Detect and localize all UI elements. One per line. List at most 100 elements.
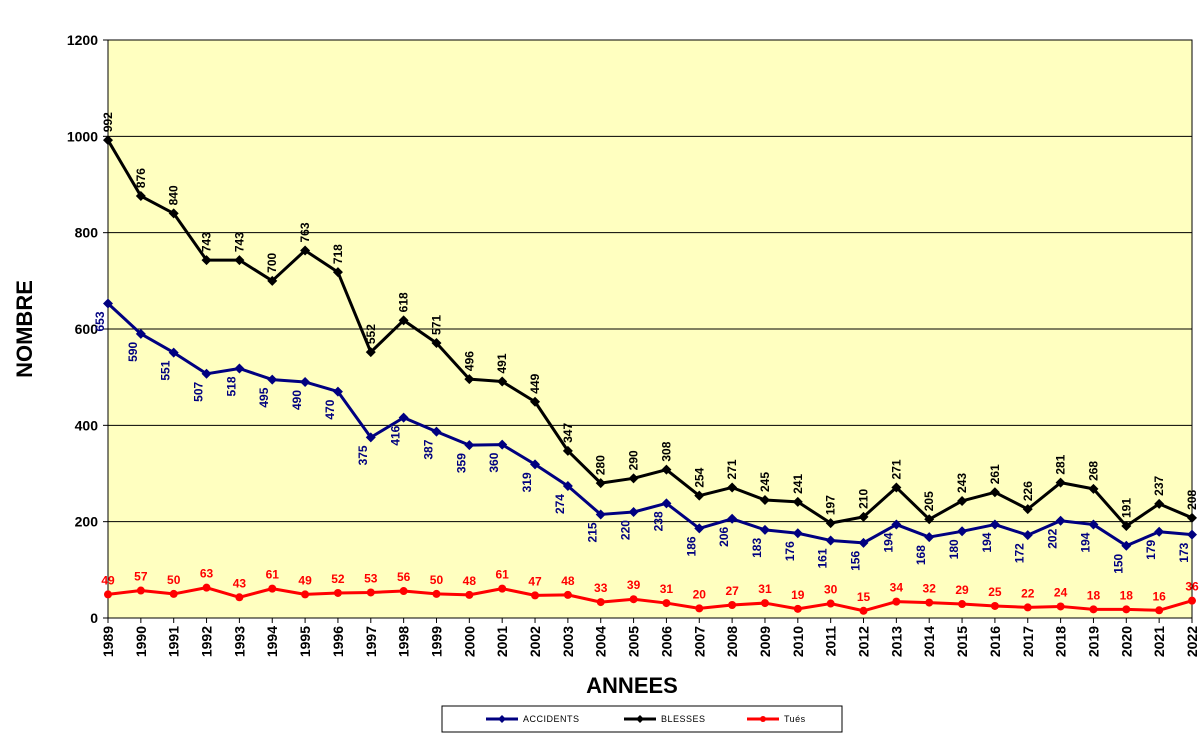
data-point-accidents-2012 xyxy=(858,537,869,548)
y-axis-title: NOMBRE xyxy=(12,280,37,378)
data-label-accidents-1989: 653 xyxy=(93,311,107,331)
data-point-blesses-2018 xyxy=(1055,477,1066,488)
data-label-accidents-2011: 161 xyxy=(816,548,830,568)
x-tick-label-1998: 1998 xyxy=(396,626,412,657)
data-label-blesses-2020: 191 xyxy=(1119,498,1133,518)
data-point-blesses-1990 xyxy=(135,191,146,202)
data-label-tus-2010: 19 xyxy=(791,588,805,602)
data-label-blesses-2013: 271 xyxy=(889,459,903,479)
data-point-tus-2002 xyxy=(531,591,540,600)
data-point-tus-2021 xyxy=(1155,606,1164,615)
data-point-accidents-2020 xyxy=(1121,540,1132,551)
data-label-blesses-2003: 347 xyxy=(561,423,575,443)
data-label-tus-2004: 33 xyxy=(594,581,608,595)
data-point-tus-1994 xyxy=(268,584,277,593)
data-point-blesses-2010 xyxy=(792,496,803,507)
legend-marker-blesses xyxy=(636,715,644,723)
data-point-accidents-2017 xyxy=(1022,530,1033,541)
x-tick-label-1993: 1993 xyxy=(231,626,247,657)
x-tick-label-2000: 2000 xyxy=(461,626,477,657)
data-point-tus-1990 xyxy=(136,586,145,595)
data-label-tus-2003: 48 xyxy=(561,574,575,588)
data-label-blesses-1992: 743 xyxy=(200,232,214,252)
data-labels: 653 590 551 507 518 495 490 470 375 416 387 359 360 3… xyxy=(93,112,1199,604)
data-label-blesses-2019: 268 xyxy=(1086,461,1100,481)
data-point-blesses-2019 xyxy=(1088,483,1099,494)
data-point-blesses-2020 xyxy=(1121,521,1132,532)
data-label-blesses-1991: 840 xyxy=(167,185,181,205)
data-point-accidents-2000 xyxy=(464,440,475,451)
y-tick-label-600: 600 xyxy=(75,321,99,337)
data-point-blesses-1992 xyxy=(201,255,212,266)
data-point-accidents-2010 xyxy=(792,528,803,539)
data-label-accidents-2019: 194 xyxy=(1078,532,1092,552)
x-axis-title: ANNEES xyxy=(586,673,678,698)
series-line-blesses xyxy=(106,139,1193,528)
data-point-accidents-2016 xyxy=(989,519,1000,530)
data-point-tus-1996 xyxy=(333,588,342,597)
data-label-tus-1992: 63 xyxy=(200,567,214,581)
y-tick-label-200: 200 xyxy=(75,514,99,530)
data-label-tus-1994: 61 xyxy=(266,568,280,582)
data-point-tus-2016 xyxy=(990,601,999,610)
data-point-blesses-2011 xyxy=(825,518,836,529)
x-tick-label-2015: 2015 xyxy=(954,626,970,657)
x-tick-label-2012: 2012 xyxy=(856,626,872,657)
data-label-tus-2002: 47 xyxy=(528,574,542,588)
data-label-accidents-2006: 238 xyxy=(651,511,665,531)
x-tick-label-1995: 1995 xyxy=(297,626,313,657)
data-label-blesses-2001: 491 xyxy=(495,353,509,373)
data-point-blesses-2021 xyxy=(1154,498,1165,509)
data-label-accidents-1992: 507 xyxy=(192,381,206,401)
data-point-tus-2005 xyxy=(629,595,638,604)
data-point-tus-1992 xyxy=(202,583,211,592)
data-label-blesses-2018: 281 xyxy=(1054,454,1068,474)
data-label-tus-2022: 36 xyxy=(1185,580,1199,594)
data-point-accidents-2018 xyxy=(1055,515,1066,526)
data-label-blesses-2007: 254 xyxy=(692,467,706,487)
data-point-tus-2022 xyxy=(1188,596,1196,605)
data-label-accidents-2022: 173 xyxy=(1177,542,1191,562)
data-point-tus-2011 xyxy=(826,599,835,608)
data-point-blesses-1989 xyxy=(103,135,113,146)
data-point-accidents-1997 xyxy=(365,432,376,443)
data-point-accidents-2007 xyxy=(694,523,705,534)
x-tick-label-2018: 2018 xyxy=(1053,626,1069,657)
data-label-tus-1995: 49 xyxy=(298,573,312,587)
data-point-tus-2004 xyxy=(596,598,605,607)
data-label-blesses-2021: 237 xyxy=(1152,475,1166,495)
data-point-blesses-1996 xyxy=(332,267,343,278)
data-label-tus-1996: 52 xyxy=(331,572,345,586)
data-point-tus-1995 xyxy=(301,590,310,599)
data-label-blesses-2012: 210 xyxy=(857,489,871,509)
data-label-tus-2005: 39 xyxy=(627,578,641,592)
x-tick-label-1991: 1991 xyxy=(166,626,182,657)
data-point-tus-1998 xyxy=(399,587,408,596)
legend-marker-accidents xyxy=(498,715,506,723)
series-group xyxy=(103,135,1197,615)
data-point-accidents-2008 xyxy=(727,513,738,524)
legend: ACCIDENTS BLESSES Tués xyxy=(441,705,843,733)
data-point-accidents-1993 xyxy=(234,363,245,374)
data-label-accidents-2003: 274 xyxy=(553,494,567,514)
data-point-tus-2018 xyxy=(1056,602,1065,611)
data-label-blesses-2000: 496 xyxy=(462,351,476,371)
series-accidents xyxy=(103,298,1197,551)
data-point-blesses-2017 xyxy=(1022,504,1033,515)
data-point-blesses-1998 xyxy=(398,315,409,326)
data-label-accidents-1999: 387 xyxy=(421,439,435,459)
series-tus xyxy=(104,583,1196,615)
data-point-blesses-2006 xyxy=(661,464,672,475)
x-tick-label-2004: 2004 xyxy=(593,626,609,657)
data-point-tus-2012 xyxy=(859,606,868,615)
data-point-blesses-2004 xyxy=(595,478,606,489)
data-label-tus-2006: 31 xyxy=(660,582,674,596)
data-label-accidents-1998: 416 xyxy=(389,425,403,445)
data-point-accidents-2004 xyxy=(595,509,606,520)
x-tick-label-2001: 2001 xyxy=(494,626,510,657)
data-label-accidents-2010: 176 xyxy=(783,541,797,561)
data-label-accidents-2015: 180 xyxy=(947,539,961,559)
data-label-accidents-2021: 179 xyxy=(1144,539,1158,559)
data-label-tus-2012: 15 xyxy=(857,590,871,604)
series-blesses xyxy=(103,135,1197,532)
